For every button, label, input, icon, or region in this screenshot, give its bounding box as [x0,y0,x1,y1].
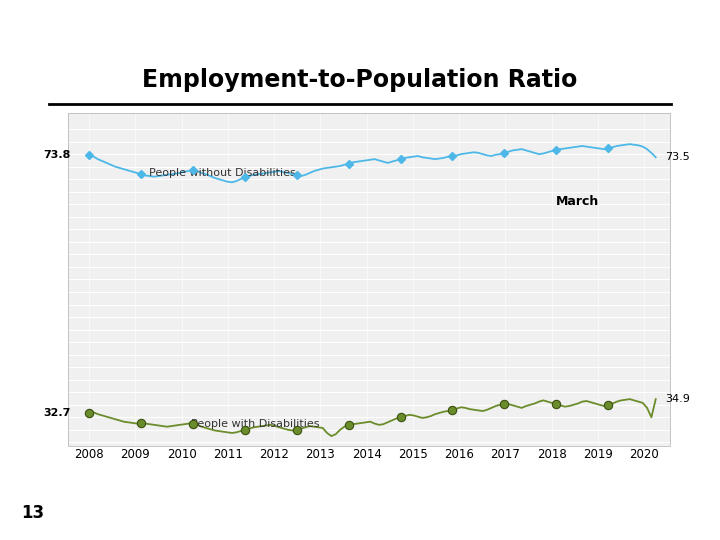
Text: #nTIDELearn: #nTIDELearn [13,22,112,35]
Text: Employment-to-Population Ratio: Employment-to-Population Ratio [143,68,577,92]
Text: 73.8: 73.8 [43,150,71,160]
Text: 13: 13 [22,504,45,522]
Text: 73.5: 73.5 [665,152,690,162]
Text: March: March [557,194,600,207]
Text: People without Disabilities: People without Disabilities [149,168,296,178]
Text: 32.7: 32.7 [43,408,71,418]
Text: People with Disabilities: People with Disabilities [191,418,320,429]
Text: 34.9: 34.9 [665,394,690,404]
